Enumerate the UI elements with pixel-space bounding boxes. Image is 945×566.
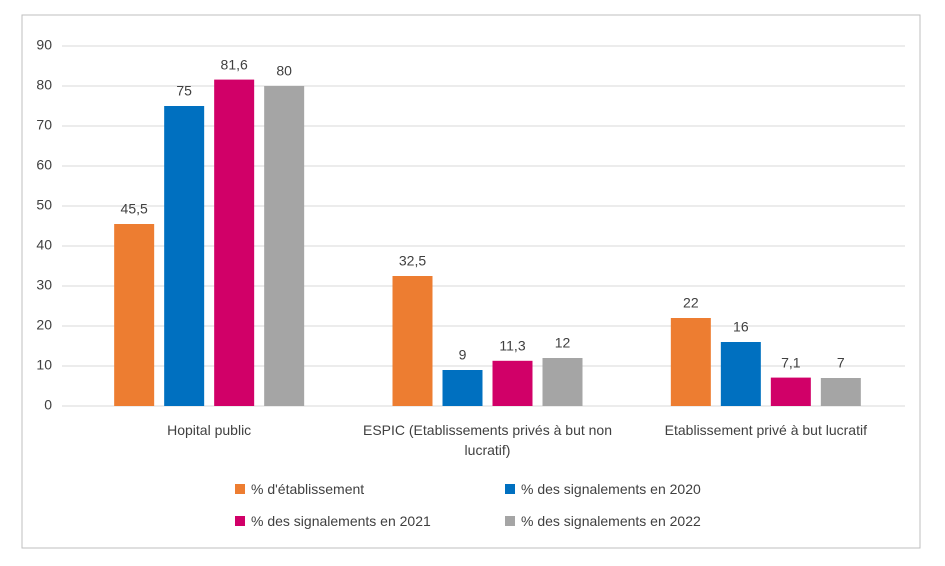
legend-swatch [235, 484, 245, 494]
bar [670, 318, 711, 406]
data-label: 75 [176, 83, 192, 99]
legend-item: % d'établissement [235, 481, 364, 497]
bar [442, 370, 483, 406]
bar [264, 86, 305, 406]
data-label: 16 [733, 319, 749, 335]
data-label: 7,1 [781, 354, 801, 370]
legend-label: % des signalements en 2022 [521, 513, 701, 529]
data-label: 12 [555, 335, 571, 351]
legend-swatch [505, 516, 515, 526]
legend-label: % des signalements en 2021 [251, 513, 431, 529]
y-tick-label: 40 [36, 237, 52, 253]
legend-item: % des signalements en 2022 [505, 513, 701, 529]
chart-frame [21, 14, 921, 549]
data-label: 81,6 [221, 56, 248, 72]
x-tick-label: ESPIC (Etablissements privés à but non l… [362, 422, 612, 458]
x-tick-label: Hopital public [167, 422, 252, 438]
bar [542, 358, 583, 406]
y-tick-label: 50 [36, 197, 52, 213]
bar [820, 378, 861, 406]
bar [214, 79, 255, 406]
legend-item: % des signalements en 2021 [235, 513, 431, 529]
bar [392, 276, 433, 406]
bar [492, 360, 533, 406]
y-tick-label: 90 [36, 37, 52, 53]
bar [770, 377, 811, 406]
data-label: 45,5 [121, 201, 148, 217]
bar [720, 342, 761, 406]
y-tick-label: 30 [36, 277, 52, 293]
bar [114, 224, 155, 406]
legend-swatch [235, 516, 245, 526]
data-label: 22 [683, 295, 699, 311]
y-tick-label: 20 [36, 317, 52, 333]
legend-item: % des signalements en 2020 [505, 481, 701, 497]
x-tick-label: Etablissement privé à but lucratif [664, 422, 867, 438]
y-tick-label: 10 [36, 357, 52, 373]
y-tick-label: 60 [36, 157, 52, 173]
y-tick-label: 0 [44, 397, 52, 413]
data-label: 9 [459, 347, 467, 363]
data-label: 80 [276, 63, 292, 79]
data-label: 11,3 [499, 338, 525, 354]
y-tick-label: 70 [36, 117, 52, 133]
bar [164, 106, 205, 406]
legend-swatch [505, 484, 515, 494]
data-label: 32,5 [399, 253, 426, 269]
data-label: 7 [837, 355, 845, 371]
y-tick-label: 80 [36, 77, 52, 93]
legend-label: % des signalements en 2020 [521, 481, 701, 497]
legend-label: % d'établissement [251, 481, 365, 497]
